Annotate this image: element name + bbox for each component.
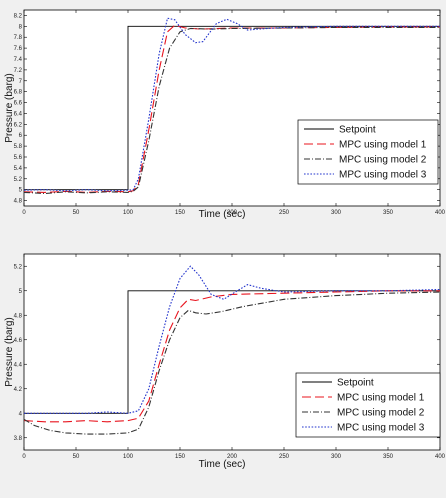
x-tick-label: 0: [22, 454, 26, 460]
y-tick-label: 4.8: [14, 313, 23, 319]
x-tick-label: 200: [227, 454, 238, 460]
y-tick-label: 8: [19, 24, 23, 30]
y-axis-label: Pressure (barg): [4, 317, 15, 386]
x-tick-label: 100: [123, 454, 134, 460]
legend-label: MPC using model 3: [339, 170, 427, 181]
y-tick-label: 4.8: [14, 199, 23, 205]
y-tick-label: 6.6: [14, 101, 23, 107]
x-tick-label: 100: [123, 210, 134, 216]
x-tick-label: 200: [227, 210, 238, 216]
y-tick-label: 7.6: [14, 46, 23, 52]
x-tick-label: 50: [73, 454, 80, 460]
x-tick-label: 300: [331, 454, 342, 460]
y-tick-label: 5.4: [14, 166, 23, 172]
y-tick-label: 5.2: [14, 177, 23, 183]
legend-label: MPC using model 2: [339, 155, 427, 166]
y-tick-label: 7.8: [14, 35, 23, 41]
series-line-mpc-using-model-2: [24, 291, 440, 435]
y-tick-label: 4.6: [14, 338, 23, 344]
y-tick-label: 4.4: [14, 362, 23, 368]
y-tick-label: 5.2: [14, 264, 23, 270]
x-tick-label: 400: [435, 454, 446, 460]
x-axis-label: Time (sec): [199, 459, 246, 470]
series-line-mpc-using-model-3: [24, 17, 440, 192]
legend-label: Setpoint: [337, 378, 374, 389]
y-tick-label: 7: [19, 79, 23, 85]
x-tick-label: 150: [175, 454, 186, 460]
y-tick-label: 6.4: [14, 111, 23, 117]
y-tick-label: 5.6: [14, 155, 23, 161]
y-tick-label: 7.4: [14, 57, 23, 63]
x-tick-label: 400: [435, 210, 446, 216]
x-tick-label: 50: [73, 210, 80, 216]
legend-label: Setpoint: [339, 125, 376, 136]
x-tick-label: 0: [22, 210, 26, 216]
chart-panel-1: 0 50 100 150 200 250 300 350 400 4.8 5 5.2 5.4 5.6 5.8…: [4, 9, 446, 220]
legend-box: [295, 372, 441, 438]
y-tick-label: 4: [19, 411, 23, 417]
series-line-mpc-using-model-1: [24, 290, 440, 423]
x-tick-label: 350: [383, 454, 394, 460]
x-tick-label: 150: [175, 210, 186, 216]
y-tick-label: 6.2: [14, 122, 23, 128]
y-tick-label: 5: [19, 289, 23, 295]
x-axis-label: Time (sec): [199, 209, 246, 220]
legend: Setpoint MPC using model 1 MPC using model…: [295, 372, 441, 438]
y-tick-label: 5.8: [14, 144, 23, 150]
series-line-mpc-using-model-2: [24, 26, 440, 195]
y-tick-label: 8.2: [14, 13, 23, 19]
y-tick-label: 5: [19, 188, 23, 194]
x-tick-label: 350: [383, 210, 394, 216]
y-tick-label: 4.2: [14, 387, 23, 393]
y-axis-label: Pressure (barg): [4, 73, 15, 142]
y-tick-label: 7.2: [14, 68, 23, 74]
y-tick-label: 3.8: [14, 436, 23, 442]
legend: Setpoint MPC using model 1 MPC using model…: [297, 119, 439, 185]
chart-panel-2: 0 50 100 150 200 250 300 350 400 3.8 4 4.2 4.4 4.6 4.8…: [4, 253, 446, 470]
y-tick-label: 6: [19, 133, 23, 139]
legend-label: MPC using model 1: [339, 140, 427, 151]
legend-label: MPC using model 3: [337, 423, 425, 434]
y-tick-label: 6.8: [14, 90, 23, 96]
x-tick-label: 250: [279, 454, 290, 460]
legend-box: [297, 119, 439, 185]
legend-label: MPC using model 2: [337, 408, 425, 419]
legend-label: MPC using model 1: [337, 393, 425, 404]
series-line-mpc-using-model-3: [24, 265, 440, 414]
x-tick-label: 250: [279, 210, 290, 216]
x-tick-label: 300: [331, 210, 342, 216]
